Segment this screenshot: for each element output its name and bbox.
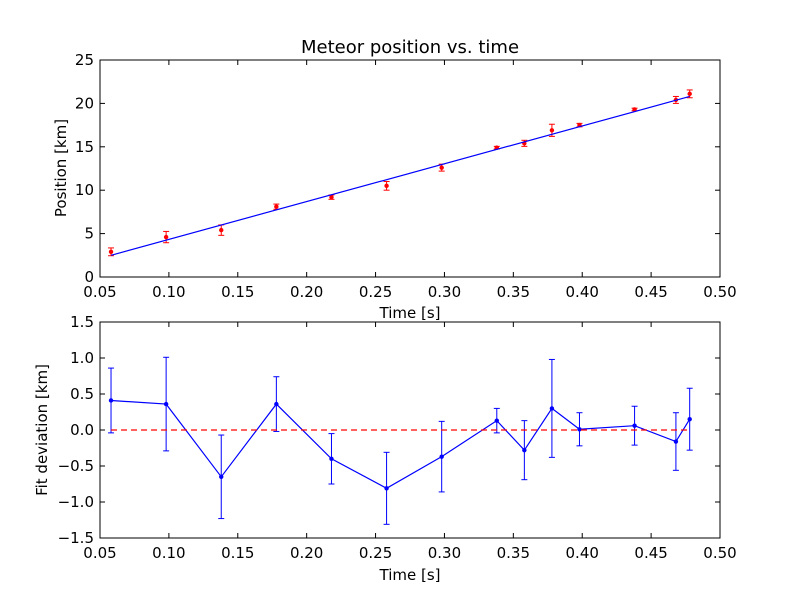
x-tick-label: 0.45 xyxy=(634,283,667,301)
x-tick-label: 0.20 xyxy=(290,544,323,562)
position-chart: Meteor position vs. time 0.05 0.10 0.15 0.2… xyxy=(52,37,737,322)
x-tick-label: 0.30 xyxy=(428,283,461,301)
data-point xyxy=(163,234,169,240)
x-tick-label: 0.40 xyxy=(566,283,599,301)
x-tick-label: 0.50 xyxy=(703,283,736,301)
position-x-ticks: 0.05 0.10 0.15 0.20 0.25 0.30 0.35 0.40 0.45 0.50 xyxy=(83,60,737,301)
deviation-series-line xyxy=(110,399,691,490)
x-tick-label: 0.05 xyxy=(83,283,116,301)
x-tick-label: 0.05 xyxy=(83,544,116,562)
deviation-x-axis-label: Time [s] xyxy=(379,566,441,584)
x-tick-label: 0.25 xyxy=(359,544,392,562)
deviation-chart: 0.05 0.10 0.15 0.20 0.25 0.30 0.35 0.40 0.45 0.50… xyxy=(33,313,737,584)
deviation-y-axis-label: Fit deviation [km] xyxy=(33,364,51,496)
data-point xyxy=(494,418,499,423)
y-tick-label: 10 xyxy=(75,181,94,199)
y-tick-label: −1.0 xyxy=(58,493,94,511)
y-tick-label: 1.5 xyxy=(70,313,94,331)
data-point xyxy=(687,91,692,97)
data-point xyxy=(439,165,444,170)
position-plot-area xyxy=(108,89,693,257)
data-point xyxy=(439,454,444,459)
x-tick-label: 0.30 xyxy=(428,544,461,562)
data-point xyxy=(673,439,679,444)
y-tick-label: 0.0 xyxy=(70,421,94,439)
deviation-y-ticks: 1.5 1.0 0.5 0.0 −0.5 −1.0 −1.5 xyxy=(58,313,720,547)
y-tick-label: 1.0 xyxy=(70,349,94,367)
chart-title: Meteor position vs. time xyxy=(301,37,519,58)
data-point xyxy=(219,227,224,233)
data-point xyxy=(522,447,527,453)
y-tick-label: 25 xyxy=(75,51,94,69)
x-tick-label: 0.45 xyxy=(634,544,667,562)
position-x-axis-label: Time [s] xyxy=(379,304,441,322)
position-plot-frame xyxy=(99,59,721,278)
y-tick-label: 15 xyxy=(75,138,94,156)
x-tick-label: 0.35 xyxy=(497,544,530,562)
position-y-ticks: 0 5 10 15 20 25 xyxy=(75,51,720,286)
data-point xyxy=(384,183,389,189)
data-point xyxy=(274,204,279,209)
data-point xyxy=(219,474,224,479)
y-tick-label: 0 xyxy=(84,268,94,286)
x-tick-label: 0.35 xyxy=(497,283,530,301)
data-point xyxy=(108,398,114,403)
x-tick-label: 0.25 xyxy=(359,283,392,301)
data-point xyxy=(632,423,637,428)
x-tick-label: 0.10 xyxy=(152,544,185,562)
fit-line xyxy=(110,95,690,256)
x-tick-label: 0.15 xyxy=(221,283,254,301)
data-point xyxy=(384,486,389,491)
y-tick-label: −1.5 xyxy=(58,529,94,547)
data-point xyxy=(329,194,334,200)
x-tick-label: 0.10 xyxy=(152,283,185,301)
y-tick-label: 5 xyxy=(84,225,94,243)
x-tick-label: 0.40 xyxy=(566,544,599,562)
x-tick-label: 0.20 xyxy=(290,283,323,301)
y-tick-label: −0.5 xyxy=(58,457,94,475)
x-tick-label: 0.50 xyxy=(703,544,736,562)
data-point xyxy=(632,107,637,112)
data-point xyxy=(549,128,555,133)
y-tick-label: 20 xyxy=(75,94,94,112)
deviation-x-ticks: 0.05 0.10 0.15 0.20 0.25 0.30 0.35 0.40 0.45 0.50 xyxy=(83,322,737,562)
data-point xyxy=(549,406,555,411)
data-point xyxy=(687,417,692,422)
data-point xyxy=(274,401,279,407)
position-y-axis-label: Position [km] xyxy=(52,119,70,217)
data-point xyxy=(108,249,114,255)
data-point xyxy=(577,427,582,432)
data-point xyxy=(163,401,169,407)
x-tick-label: 0.15 xyxy=(221,544,254,562)
deviation-plot-area xyxy=(108,356,693,525)
y-tick-label: 0.5 xyxy=(70,385,94,403)
data-point xyxy=(329,456,334,461)
